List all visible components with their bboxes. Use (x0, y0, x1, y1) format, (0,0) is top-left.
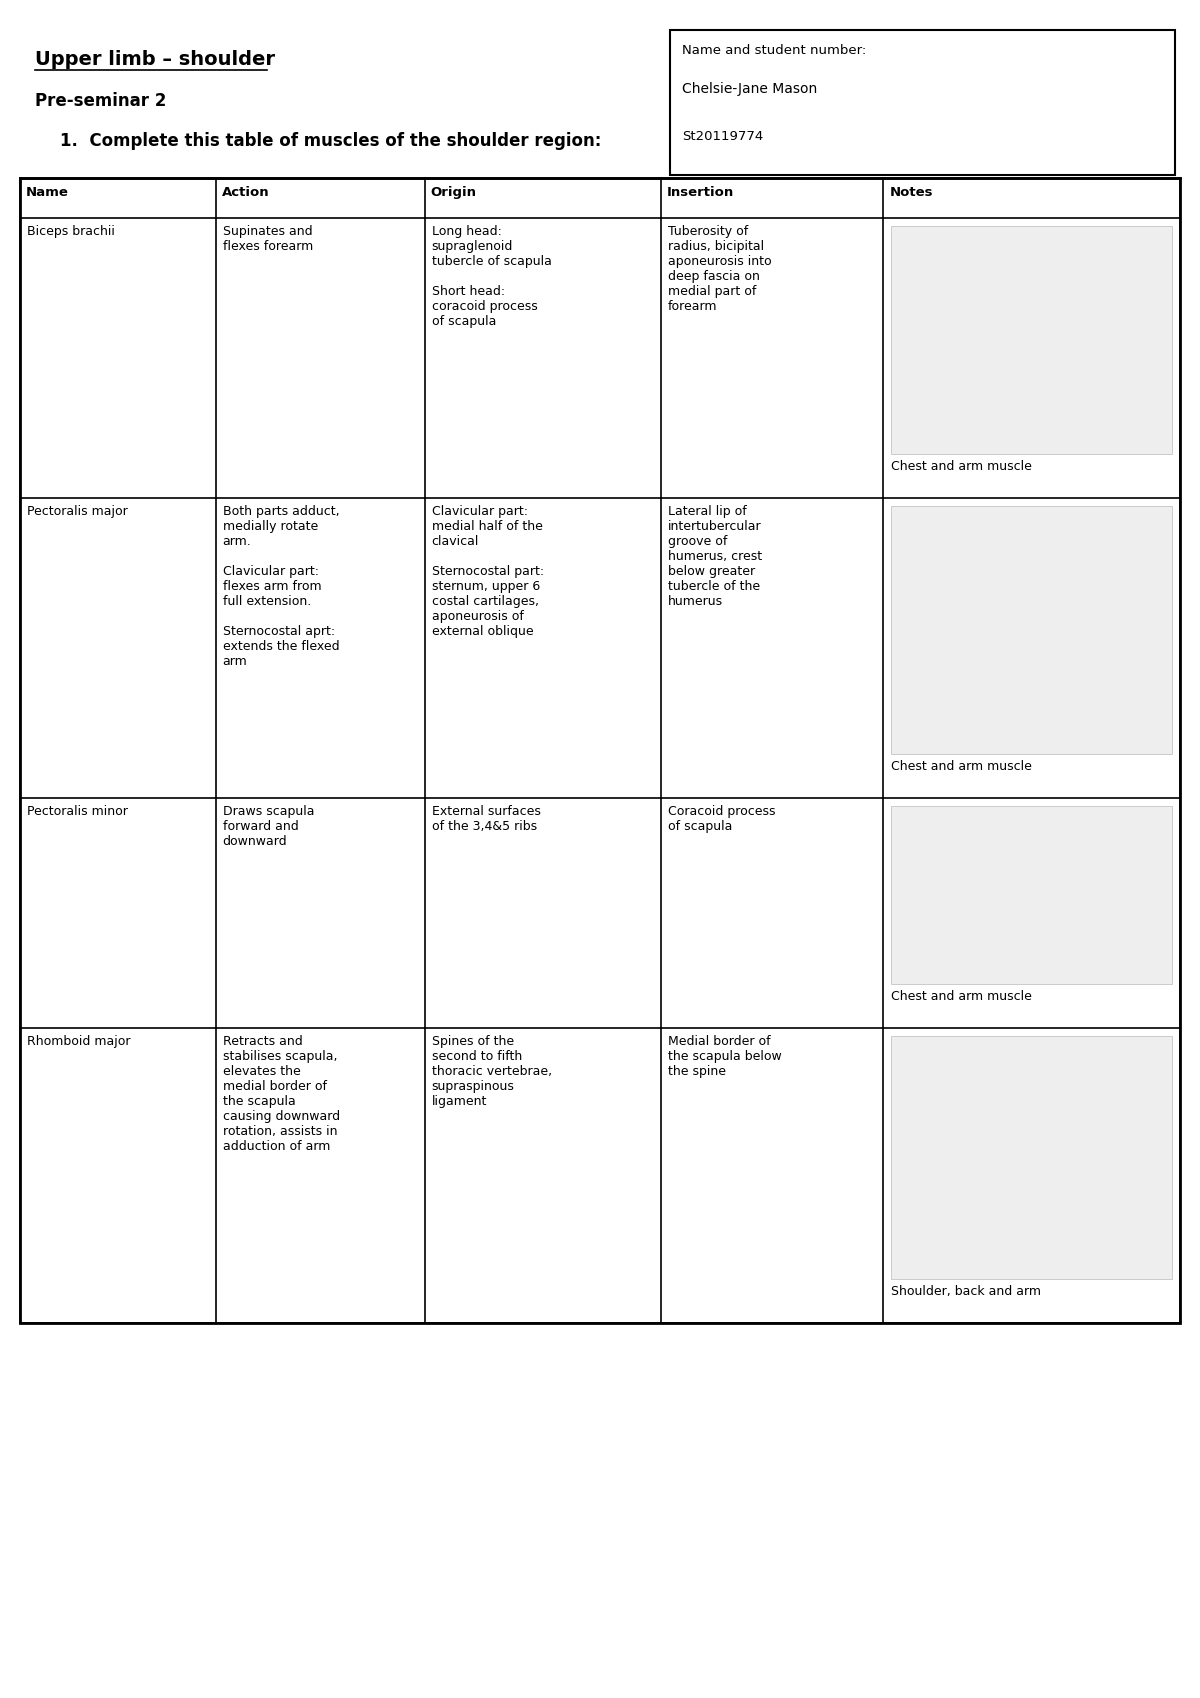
Text: Pectoralis minor: Pectoralis minor (28, 805, 128, 818)
Text: Action: Action (222, 187, 269, 199)
Text: Both parts adduct,
medially rotate
arm.

Clavicular part:
flexes arm from
full e: Both parts adduct, medially rotate arm. … (222, 504, 340, 667)
Text: Medial border of
the scapula below
the spine: Medial border of the scapula below the s… (667, 1036, 781, 1078)
Text: Chest and arm muscle: Chest and arm muscle (892, 990, 1032, 1004)
Text: Coracoid process
of scapula: Coracoid process of scapula (667, 805, 775, 834)
Text: Retracts and
stabilises scapula,
elevates the
medial border of
the scapula
causi: Retracts and stabilises scapula, elevate… (222, 1036, 340, 1153)
Text: Origin: Origin (431, 187, 476, 199)
Text: Shoulder, back and arm: Shoulder, back and arm (892, 1285, 1042, 1297)
Text: 1.  Complete this table of muscles of the shoulder region:: 1. Complete this table of muscles of the… (60, 132, 601, 149)
Text: Pre-seminar 2: Pre-seminar 2 (35, 92, 167, 110)
Text: Notes: Notes (889, 187, 932, 199)
Text: Lateral lip of
intertubercular
groove of
humerus, crest
below greater
tubercle o: Lateral lip of intertubercular groove of… (667, 504, 762, 608)
Text: St20119774: St20119774 (682, 131, 763, 143)
Bar (892, 506, 1172, 754)
Bar (892, 807, 1172, 985)
Text: Pectoralis major: Pectoralis major (28, 504, 127, 518)
Text: Chest and arm muscle: Chest and arm muscle (892, 761, 1032, 773)
Text: Clavicular part:
medial half of the
clavical

Sternocostal part:
sternum, upper : Clavicular part: medial half of the clav… (432, 504, 544, 638)
Bar (892, 1036, 1172, 1279)
Text: Tuberosity of
radius, bicipital
aponeurosis into
deep fascia on
medial part of
f: Tuberosity of radius, bicipital aponeuro… (667, 226, 772, 312)
Text: Spines of the
second to fifth
thoracic vertebrae,
supraspinous
ligament: Spines of the second to fifth thoracic v… (432, 1036, 552, 1109)
Text: Supinates and
flexes forearm: Supinates and flexes forearm (222, 226, 313, 253)
Text: Long head:
supraglenoid
tubercle of scapula

Short head:
coracoid process
of sca: Long head: supraglenoid tubercle of scap… (432, 226, 552, 328)
Text: External surfaces
of the 3,4&5 ribs: External surfaces of the 3,4&5 ribs (432, 805, 540, 834)
Text: Rhomboid major: Rhomboid major (28, 1036, 131, 1048)
Bar (892, 226, 1172, 453)
Text: Chest and arm muscle: Chest and arm muscle (892, 460, 1032, 474)
Text: Biceps brachii: Biceps brachii (28, 226, 115, 238)
Text: Name and student number:: Name and student number: (682, 44, 866, 58)
Bar (20, 178, 1180, 1323)
Text: Upper limb – shoulder: Upper limb – shoulder (35, 49, 275, 70)
Text: Name: Name (26, 187, 68, 199)
Bar (670, 31, 1175, 175)
Text: Draws scapula
forward and
downward: Draws scapula forward and downward (222, 805, 314, 847)
Text: Chelsie-Jane Mason: Chelsie-Jane Mason (682, 82, 817, 97)
Text: Insertion: Insertion (667, 187, 734, 199)
